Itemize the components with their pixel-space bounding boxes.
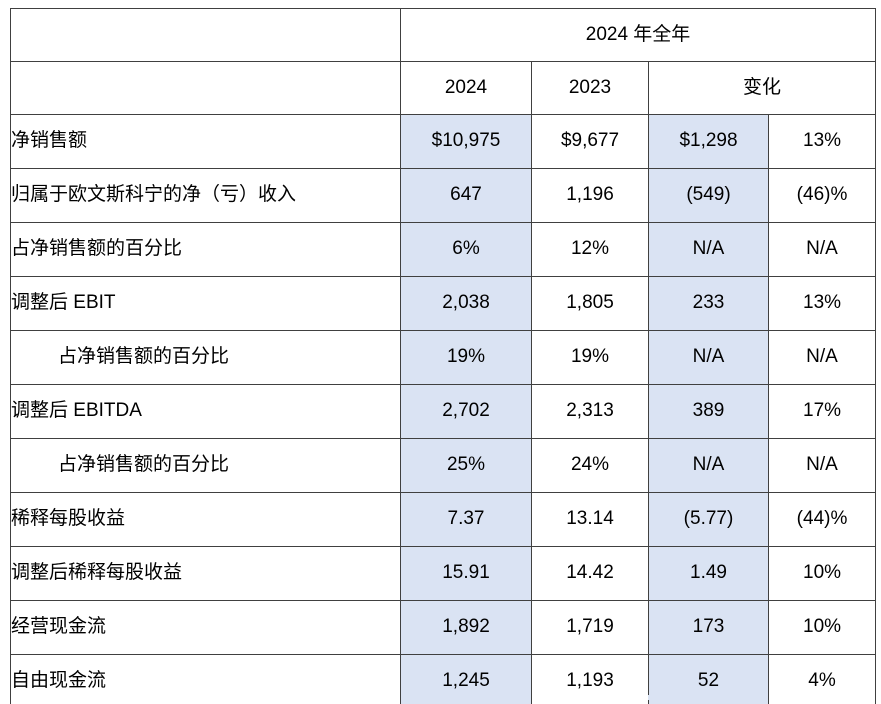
value-2023: 19%: [531, 330, 649, 385]
change-value: (549): [648, 168, 769, 223]
change-value: 389: [648, 384, 769, 439]
table-row: 经营现金流 1,892 1,719 173 10%: [10, 600, 877, 655]
table-row: 净销售额 $10,975 $9,677 $1,298 13%: [10, 114, 877, 169]
value-2023: $9,677: [531, 114, 649, 169]
table-row: 调整后 EBIT 2,038 1,805 233 13%: [10, 276, 877, 331]
change-percent: N/A: [767, 438, 877, 493]
row-label: 占净销售额的百分比: [10, 222, 401, 277]
row-label: 净销售额: [10, 114, 401, 169]
row-label: 调整后 EBIT: [10, 276, 401, 331]
financial-results-table: 2024 年全年 2024 2023 变化 净销售额 $10,975 $9,67…: [10, 8, 877, 704]
value-2024: 2,038: [400, 276, 532, 331]
value-2023: 2,313: [531, 384, 649, 439]
shaded-column-tail-2024: [401, 695, 531, 700]
value-2023: 1,719: [531, 600, 649, 655]
table-row: 稀释每股收益 7.37 13.14 (5.77) (44)%: [10, 492, 877, 547]
change-value: 173: [648, 600, 769, 655]
change-value: N/A: [648, 222, 769, 277]
value-2023: 1,196: [531, 168, 649, 223]
value-2024: 19%: [400, 330, 532, 385]
row-label: 稀释每股收益: [10, 492, 401, 547]
value-2023: 1,805: [531, 276, 649, 331]
change-value: N/A: [648, 330, 769, 385]
change-percent: 4%: [767, 654, 877, 704]
value-2023: 12%: [531, 222, 649, 277]
change-percent: N/A: [767, 330, 877, 385]
change-percent: 17%: [767, 384, 877, 439]
column-header-2024: 2024: [400, 61, 532, 115]
table-row: 占净销售额的百分比 6% 12% N/A N/A: [10, 222, 877, 277]
shaded-column-tail-change: [648, 695, 767, 700]
change-percent: 10%: [767, 546, 877, 601]
change-percent: N/A: [767, 222, 877, 277]
table-row: 调整后 EBITDA 2,702 2,313 389 17%: [10, 384, 877, 439]
value-2023: 24%: [531, 438, 649, 493]
change-percent: (46)%: [767, 168, 877, 223]
change-value: $1,298: [648, 114, 769, 169]
column-header-change: 变化: [647, 61, 877, 115]
row-label: 占净销售额的百分比: [10, 438, 401, 493]
value-2024: 1,892: [400, 600, 532, 655]
value-2024: 25%: [400, 438, 532, 493]
value-2024: 2,702: [400, 384, 532, 439]
row-label: 经营现金流: [10, 600, 401, 655]
table-row: 占净销售额的百分比 19% 19% N/A N/A: [10, 330, 877, 385]
value-2023: 14.42: [531, 546, 649, 601]
value-2024: 6%: [400, 222, 532, 277]
table-row: 归属于欧文斯科宁的净（亏）收入 647 1,196 (549) (46)%: [10, 168, 877, 223]
change-value: N/A: [648, 438, 769, 493]
header-empty-cell: [10, 61, 401, 115]
change-percent: 13%: [767, 114, 877, 169]
change-value: 1.49: [648, 546, 769, 601]
column-header-2023: 2023: [531, 61, 649, 115]
period-title: 2024 年全年: [399, 8, 877, 62]
row-label: 占净销售额的百分比: [10, 330, 401, 385]
change-percent: 13%: [767, 276, 877, 331]
table-row: 占净销售额的百分比 25% 24% N/A N/A: [10, 438, 877, 493]
row-label: 归属于欧文斯科宁的净（亏）收入: [10, 168, 401, 223]
row-label: 自由现金流: [10, 654, 401, 704]
header-empty-cell: [10, 8, 401, 62]
table-header-columns-row: 2024 2023 变化: [10, 61, 877, 115]
change-value: (5.77): [648, 492, 769, 547]
value-2024: 15.91: [400, 546, 532, 601]
value-2023: 13.14: [531, 492, 649, 547]
value-2024: 7.37: [400, 492, 532, 547]
table-header-period-row: 2024 年全年: [10, 8, 877, 62]
change-percent: (44)%: [767, 492, 877, 547]
row-label: 调整后 EBITDA: [10, 384, 401, 439]
change-value: 233: [648, 276, 769, 331]
change-percent: 10%: [767, 600, 877, 655]
value-2024: $10,975: [400, 114, 532, 169]
value-2024: 647: [400, 168, 532, 223]
table-row: 调整后稀释每股收益 15.91 14.42 1.49 10%: [10, 546, 877, 601]
value-2023: 1,193: [531, 654, 649, 704]
row-label: 调整后稀释每股收益: [10, 546, 401, 601]
